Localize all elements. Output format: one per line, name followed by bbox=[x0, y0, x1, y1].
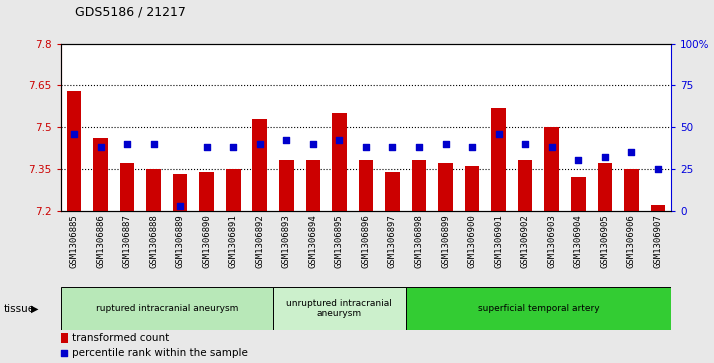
Point bbox=[360, 144, 371, 150]
Text: GSM1306904: GSM1306904 bbox=[574, 214, 583, 268]
Point bbox=[546, 144, 558, 150]
Point bbox=[254, 141, 266, 147]
Text: GSM1306894: GSM1306894 bbox=[308, 214, 317, 268]
Bar bbox=[120, 163, 134, 211]
Point bbox=[493, 131, 504, 136]
Text: transformed count: transformed count bbox=[71, 334, 169, 343]
Point bbox=[174, 203, 186, 208]
Point bbox=[148, 141, 159, 147]
Text: GSM1306887: GSM1306887 bbox=[123, 214, 131, 268]
Bar bbox=[226, 169, 241, 211]
Text: GSM1306907: GSM1306907 bbox=[653, 214, 663, 268]
Bar bbox=[438, 163, 453, 211]
Text: GSM1306892: GSM1306892 bbox=[256, 214, 264, 268]
Point bbox=[201, 144, 212, 150]
Text: GSM1306905: GSM1306905 bbox=[600, 214, 609, 268]
Point bbox=[413, 144, 425, 150]
Bar bbox=[306, 160, 320, 211]
Point bbox=[333, 138, 345, 143]
Point bbox=[573, 158, 584, 163]
Bar bbox=[279, 160, 293, 211]
Text: GSM1306899: GSM1306899 bbox=[441, 214, 450, 268]
Text: GSM1306885: GSM1306885 bbox=[69, 214, 79, 268]
Bar bbox=[173, 174, 188, 211]
Text: GSM1306906: GSM1306906 bbox=[627, 214, 636, 268]
Text: GSM1306901: GSM1306901 bbox=[494, 214, 503, 268]
Point bbox=[228, 144, 239, 150]
Text: GSM1306903: GSM1306903 bbox=[547, 214, 556, 268]
Bar bbox=[491, 107, 506, 211]
Bar bbox=[253, 119, 267, 211]
Text: GSM1306886: GSM1306886 bbox=[96, 214, 105, 268]
Text: superficial temporal artery: superficial temporal artery bbox=[478, 304, 599, 313]
Point bbox=[652, 166, 663, 172]
Point bbox=[625, 149, 637, 155]
Point bbox=[440, 141, 451, 147]
Text: GSM1306896: GSM1306896 bbox=[361, 214, 371, 268]
Text: GSM1306888: GSM1306888 bbox=[149, 214, 158, 268]
Text: tissue: tissue bbox=[4, 303, 35, 314]
Bar bbox=[94, 138, 108, 211]
Bar bbox=[273, 287, 406, 330]
Bar bbox=[385, 172, 400, 211]
Text: percentile rank within the sample: percentile rank within the sample bbox=[71, 348, 248, 358]
Bar bbox=[650, 205, 665, 211]
Bar bbox=[544, 127, 559, 211]
Point bbox=[387, 144, 398, 150]
Point bbox=[69, 131, 80, 136]
Text: GSM1306895: GSM1306895 bbox=[335, 214, 344, 268]
Point bbox=[307, 141, 318, 147]
Text: unruptured intracranial
aneurysm: unruptured intracranial aneurysm bbox=[286, 299, 392, 318]
Bar bbox=[571, 177, 585, 211]
Point bbox=[95, 144, 106, 150]
Text: GSM1306893: GSM1306893 bbox=[282, 214, 291, 268]
Point bbox=[281, 138, 292, 143]
Bar bbox=[518, 160, 533, 211]
Text: ▶: ▶ bbox=[31, 303, 38, 314]
Bar bbox=[624, 169, 638, 211]
Text: GSM1306902: GSM1306902 bbox=[521, 214, 530, 268]
Bar bbox=[199, 172, 214, 211]
Bar bbox=[61, 333, 68, 343]
Text: GSM1306891: GSM1306891 bbox=[228, 214, 238, 268]
Bar bbox=[412, 160, 426, 211]
Point bbox=[599, 154, 610, 160]
Text: GSM1306890: GSM1306890 bbox=[202, 214, 211, 268]
Bar bbox=[358, 160, 373, 211]
Text: ruptured intracranial aneurysm: ruptured intracranial aneurysm bbox=[96, 304, 238, 313]
Bar bbox=[61, 287, 273, 330]
Text: GSM1306889: GSM1306889 bbox=[176, 214, 185, 268]
Bar bbox=[406, 287, 671, 330]
Text: GSM1306900: GSM1306900 bbox=[468, 214, 476, 268]
Text: GSM1306898: GSM1306898 bbox=[415, 214, 423, 268]
Point bbox=[520, 141, 531, 147]
Bar bbox=[146, 169, 161, 211]
Bar bbox=[332, 113, 347, 211]
Bar bbox=[598, 163, 612, 211]
Point bbox=[393, 284, 405, 290]
Text: GDS5186 / 21217: GDS5186 / 21217 bbox=[75, 5, 186, 18]
Point bbox=[121, 141, 133, 147]
Point bbox=[466, 144, 478, 150]
Bar bbox=[66, 91, 81, 211]
Bar bbox=[465, 166, 479, 211]
Text: GSM1306897: GSM1306897 bbox=[388, 214, 397, 268]
